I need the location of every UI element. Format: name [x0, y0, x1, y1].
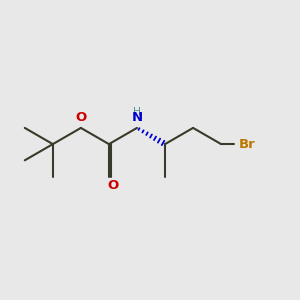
Text: Br: Br [239, 138, 256, 151]
Text: O: O [108, 179, 119, 192]
Text: H: H [133, 107, 141, 117]
Text: O: O [75, 111, 86, 124]
Text: N: N [131, 111, 142, 124]
